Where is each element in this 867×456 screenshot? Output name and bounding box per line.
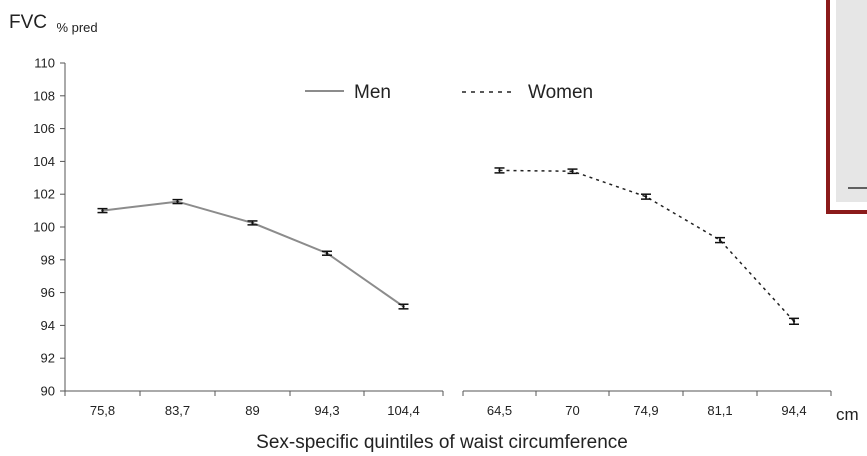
- x-tick-label-men-1: 75,8: [90, 403, 115, 418]
- y-axis: 90 92 94 96 98 100 102 104 106 108 110: [33, 56, 66, 399]
- inset-frame: [826, 0, 867, 214]
- x-tick-label-men-5: 104,4: [387, 403, 420, 418]
- series-line-women: [499, 169, 795, 322]
- error-bar-men-4: [322, 250, 332, 256]
- y-tick-label-94: 94: [41, 318, 55, 333]
- data-point-men-5: [402, 305, 405, 308]
- data-point-men-1: [101, 209, 104, 212]
- y-axis-title: FVC % pred: [9, 12, 98, 35]
- x-tick-label-women-4: 81,1: [707, 403, 732, 418]
- y-tick-label-100: 100: [33, 220, 55, 235]
- data-point-men-4: [325, 252, 329, 255]
- error-bar-women-5: [789, 317, 799, 326]
- y-tick-label-98: 98: [41, 252, 55, 267]
- error-bar-women-4: [715, 236, 725, 244]
- y-tick-label-90: 90: [41, 384, 55, 399]
- y-tick-label-92: 92: [41, 351, 55, 366]
- legend: Men Women: [305, 82, 593, 103]
- data-point-women-4: [718, 238, 722, 242]
- data-point-women-2: [571, 170, 574, 173]
- error-bar-men-3: [247, 220, 258, 226]
- series-line-men: [102, 200, 405, 308]
- data-point-women-3: [644, 195, 648, 198]
- x-tick-label-men-2: 83,7: [165, 403, 190, 418]
- x-tick-label-women-2: 70: [565, 403, 579, 418]
- data-point-men-2: [176, 200, 179, 203]
- error-bar-men-5: [398, 303, 409, 310]
- y-tick-label-102: 102: [33, 187, 55, 202]
- x-axis-title: Sex-specific quintiles of waist circumfe…: [256, 432, 628, 453]
- y-tick-label-96: 96: [41, 285, 55, 300]
- y-tick-label-110: 110: [34, 56, 55, 71]
- data-point-men-3: [251, 221, 254, 225]
- x-tick-label-men-3: 89: [245, 403, 259, 418]
- x-axis-unit: cm: [836, 405, 859, 424]
- y-tick-label-106: 106: [33, 121, 55, 136]
- data-point-women-5: [792, 320, 796, 323]
- x-axis: 75,8 83,7 89 94,3 104,4 64,5 70 74,9 81,1 94,4: [64, 390, 832, 418]
- x-tick-label-women-3: 74,9: [633, 403, 658, 418]
- x-tick-label-women-5: 94,4: [781, 403, 806, 418]
- data-point-women-1: [498, 169, 501, 172]
- error-bar-men-1: [97, 207, 108, 214]
- error-bar-women-1: [494, 167, 505, 174]
- y-tick-label-108: 108: [33, 88, 55, 103]
- x-tick-label-men-4: 94,3: [314, 403, 339, 418]
- error-bar-men-2: [172, 198, 183, 205]
- series-layer: [97, 167, 799, 326]
- legend-women-label: Women: [528, 82, 593, 103]
- legend-men-label: Men: [354, 82, 391, 103]
- y-tick-label-104: 104: [33, 154, 55, 169]
- error-bar-women-2: [567, 168, 578, 175]
- error-bar-women-3: [641, 193, 651, 200]
- x-tick-label-women-1: 64,5: [487, 403, 512, 418]
